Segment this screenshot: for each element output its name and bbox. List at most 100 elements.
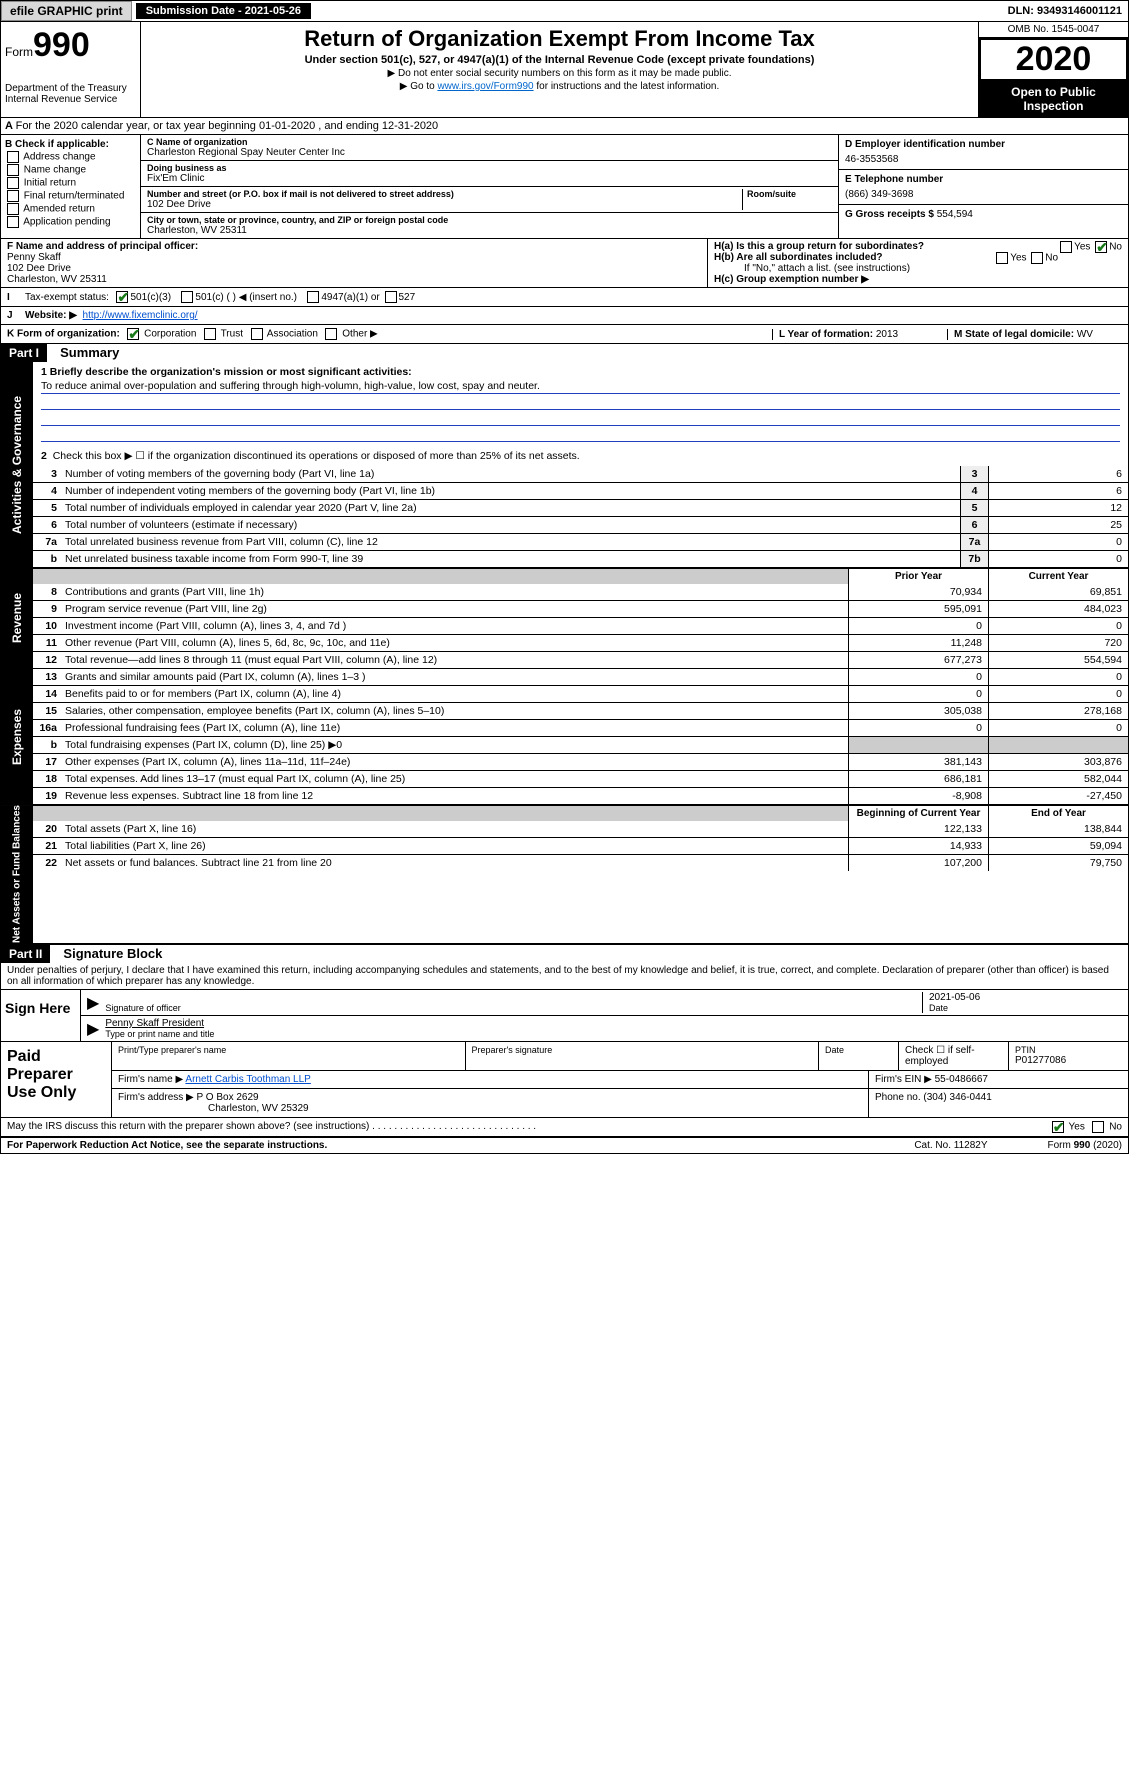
cb-amended[interactable]: Amended return <box>5 203 136 215</box>
phone-value: (866) 349-3698 <box>845 189 1122 200</box>
box-b: B Check if applicable: Address change Na… <box>1 135 141 238</box>
firm-addr-label: Firm's address ▶ <box>118 1092 194 1103</box>
form-org-row: K Form of organization: Corporation Trus… <box>0 325 1129 344</box>
year-formation: 2013 <box>876 329 898 340</box>
mission-blank2 <box>41 412 1120 426</box>
cb-address-change[interactable]: Address change <box>5 151 136 163</box>
street-label: Number and street (or P.O. box if mail i… <box>147 189 742 199</box>
hb-yes[interactable]: Yes <box>1010 253 1026 264</box>
self-employed-check[interactable]: Check ☐ if self-employed <box>898 1042 1008 1070</box>
line2-text: Check this box ▶ ☐ if the organization d… <box>53 450 580 462</box>
room-label: Room/suite <box>747 189 832 199</box>
firm-phone: (304) 346-0441 <box>923 1092 991 1103</box>
prior-year-header: Prior Year <box>848 569 988 584</box>
preparer-date-label: Date <box>825 1045 892 1055</box>
ha-no[interactable]: No <box>1109 242 1122 253</box>
beginning-year-header: Beginning of Current Year <box>848 806 988 821</box>
website-link[interactable]: http://www.fixemclinic.org/ <box>83 310 198 321</box>
cb-4947[interactable] <box>307 291 319 303</box>
cat-number: Cat. No. 11282Y <box>914 1140 987 1151</box>
rev-line-11: 11Other revenue (Part VIII, column (A), … <box>33 634 1128 651</box>
h-c-label: H(c) Group exemption number ▶ <box>714 274 1122 285</box>
gov-line-7a: 7aTotal unrelated business revenue from … <box>33 533 1128 550</box>
opt-501c: 501(c) ( ) ◀ (insert no.) <box>195 292 297 303</box>
form-number: 990 <box>33 26 90 64</box>
street-address: 102 Dee Drive <box>147 199 742 210</box>
firm-name-label: Firm's name ▶ <box>118 1074 183 1085</box>
firm-name-link[interactable]: Arnett Carbis Toothman LLP <box>185 1074 310 1085</box>
date-label: Date <box>929 1003 1122 1013</box>
form-org-label: K Form of organization: <box>7 329 120 340</box>
end-year-header: End of Year <box>988 806 1128 821</box>
opt-527: 527 <box>399 292 416 303</box>
form-header: Form990 Department of the Treasury Inter… <box>0 22 1129 117</box>
tax-year-row: A For the 2020 calendar year, or tax yea… <box>0 117 1129 135</box>
cb-other[interactable] <box>325 328 337 340</box>
ha-yes[interactable]: Yes <box>1074 242 1090 253</box>
gov-line-3: 3Number of voting members of the governi… <box>33 466 1128 482</box>
discuss-no-cb[interactable] <box>1092 1121 1104 1133</box>
cb-application-pending[interactable]: Application pending <box>5 216 136 228</box>
signature-officer-label: Signature of officer <box>105 1003 922 1013</box>
net-line-22: 22Net assets or fund balances. Subtract … <box>33 854 1128 871</box>
part2-title: Signature Block <box>53 946 162 961</box>
domicile-label: M State of legal domicile: <box>954 329 1074 340</box>
cb-final-return[interactable]: Final return/terminated <box>5 190 136 202</box>
cb-corporation[interactable] <box>127 328 139 340</box>
paid-preparer-block: Paid Preparer Use Only Print/Type prepar… <box>1 1041 1128 1117</box>
exp-line-17: 17Other expenses (Part IX, column (A), l… <box>33 753 1128 770</box>
gov-line-6: 6Total number of volunteers (estimate if… <box>33 516 1128 533</box>
part1-title: Summary <box>50 345 119 360</box>
goto-prefix: ▶ Go to <box>400 81 438 92</box>
exp-line-13: 13Grants and similar amounts paid (Part … <box>33 669 1128 685</box>
box-h: H(a) Is this a group return for subordin… <box>708 239 1128 287</box>
form-subtitle: Under section 501(c), 527, or 4947(a)(1)… <box>145 54 974 66</box>
rev-line-9: 9Program service revenue (Part VIII, lin… <box>33 600 1128 617</box>
cb-501c3[interactable] <box>116 291 128 303</box>
ptin-label: PTIN <box>1015 1045 1122 1055</box>
cb-527[interactable] <box>385 291 397 303</box>
cb-association[interactable] <box>251 328 263 340</box>
cb-501c[interactable] <box>181 291 193 303</box>
part2-label: Part II <box>1 945 50 963</box>
h-b-label: H(b) Are all subordinates included? <box>714 252 883 263</box>
city-label: City or town, state or province, country… <box>147 215 832 225</box>
discuss-yes: Yes <box>1069 1122 1085 1133</box>
gov-line-7b: bNet unrelated business taxable income f… <box>33 550 1128 567</box>
line1-label: 1 Briefly describe the organization's mi… <box>41 366 1120 378</box>
firm-addr2: Charleston, WV 25329 <box>118 1103 862 1114</box>
irs-link[interactable]: www.irs.gov/Form990 <box>437 81 533 92</box>
cb-trust[interactable] <box>204 328 216 340</box>
net-line-20: 20Total assets (Part X, line 16)122,1331… <box>33 821 1128 837</box>
cb-name-change[interactable]: Name change <box>5 164 136 176</box>
h-a-label: H(a) Is this a group return for subordin… <box>714 241 924 252</box>
rev-line-10: 10Investment income (Part VIII, column (… <box>33 617 1128 634</box>
opt-assoc: Association <box>267 329 318 340</box>
officer-printed-name: Penny Skaff President <box>105 1018 1122 1029</box>
exp-line-14: 14Benefits paid to or for members (Part … <box>33 685 1128 702</box>
opt-trust: Trust <box>221 329 243 340</box>
printed-name-label: Type or print name and title <box>105 1029 1122 1039</box>
gov-line-5: 5Total number of individuals employed in… <box>33 499 1128 516</box>
domicile-state: WV <box>1077 329 1093 340</box>
preparer-sig-label: Preparer's signature <box>472 1045 813 1055</box>
firm-phone-label: Phone no. <box>875 1092 921 1103</box>
discuss-yes-cb[interactable] <box>1052 1121 1064 1133</box>
dln-number: DLN: 93493146001121 <box>1008 5 1128 17</box>
box-b-label: B Check if applicable: <box>5 139 136 150</box>
cb-initial-return[interactable]: Initial return <box>5 177 136 189</box>
hb-no[interactable]: No <box>1045 253 1058 264</box>
box-c: C Name of organization Charleston Region… <box>141 135 838 238</box>
paperwork-notice: For Paperwork Reduction Act Notice, see … <box>7 1140 327 1151</box>
efile-print-button[interactable]: efile GRAPHIC print <box>1 1 132 21</box>
opt-4947: 4947(a)(1) or <box>321 292 379 303</box>
form-word: Form <box>5 45 33 59</box>
phone-label: E Telephone number <box>845 174 1122 185</box>
opt-other: Other ▶ <box>342 329 377 340</box>
net-line-21: 21Total liabilities (Part X, line 26)14,… <box>33 837 1128 854</box>
mission-block: 1 Briefly describe the organization's mi… <box>33 362 1128 466</box>
tax-year-text: For the 2020 calendar year, or tax year … <box>16 120 439 132</box>
rev-header-row: Prior Year Current Year <box>33 568 1128 584</box>
form-title: Return of Organization Exempt From Incom… <box>145 26 974 52</box>
box-d-e-g: D Employer identification number 46-3553… <box>838 135 1128 238</box>
